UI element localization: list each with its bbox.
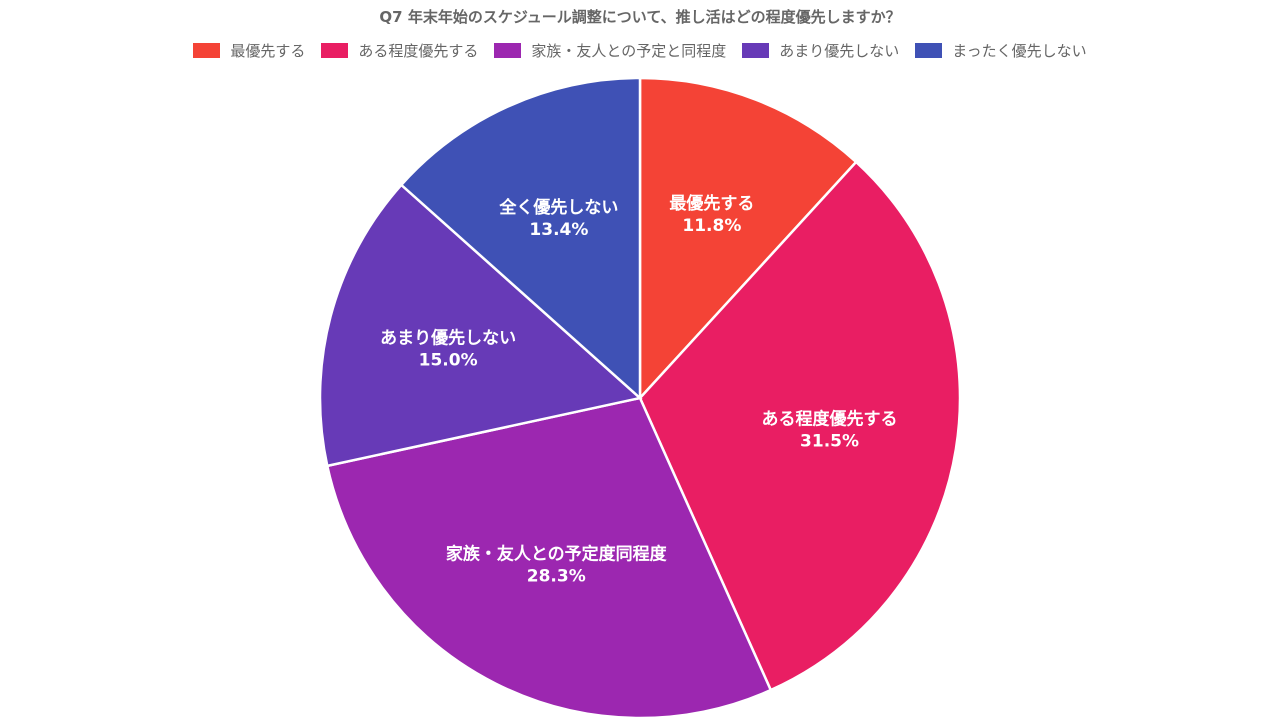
slice-some-priority[interactable] — [638, 160, 962, 692]
slice-label: 全く優先しない — [498, 197, 618, 218]
legend-item-no-priority[interactable]: まったく優先しない — [915, 40, 1087, 61]
legend-item-top-priority[interactable]: 最優先する — [193, 40, 305, 61]
legend-label: まったく優先しない — [952, 42, 1087, 60]
legend-swatch — [742, 43, 770, 58]
legend-item-some-priority[interactable]: ある程度優先する — [321, 40, 478, 61]
slice-value-label: 31.5% — [800, 432, 859, 452]
legend: 最優先する ある程度優先する 家族・友人との予定と同程度 あまり優先しない まっ… — [0, 40, 1280, 61]
slice-label: ある程度優先する — [762, 409, 898, 430]
legend-item-same-as-family[interactable]: 家族・友人との予定と同程度 — [494, 40, 726, 61]
slice-value-label: 11.8% — [682, 216, 741, 236]
legend-swatch — [915, 43, 943, 58]
legend-item-low-priority[interactable]: あまり優先しない — [742, 40, 899, 61]
slice-top-priority[interactable] — [638, 76, 858, 402]
slice-label: 最優先する — [669, 193, 754, 214]
slice-value-label: 28.3% — [527, 567, 586, 587]
slice-value-label: 13.4% — [529, 220, 588, 240]
legend-swatch — [321, 43, 349, 58]
legend-label: あまり優先しない — [779, 42, 900, 60]
slice-label: 家族・友人との予定度同程度 — [446, 544, 668, 565]
chart-title: Q7 年末年始のスケジュール調整について、推し活はどの程度優先しますか？ — [379, 8, 901, 26]
legend-swatch — [494, 43, 522, 58]
legend-label: ある程度優先する — [358, 42, 479, 60]
slice-same-as-family[interactable] — [325, 396, 773, 720]
legend-swatch — [193, 43, 221, 58]
slice-value-label: 15.0% — [419, 350, 478, 370]
slice-low-priority[interactable] — [318, 183, 643, 468]
legend-label: 最優先する — [230, 42, 306, 60]
slice-no-priority[interactable] — [399, 76, 642, 401]
slice-label: あまり優先しない — [380, 327, 516, 348]
legend-label: 家族・友人との予定と同程度 — [531, 42, 727, 60]
